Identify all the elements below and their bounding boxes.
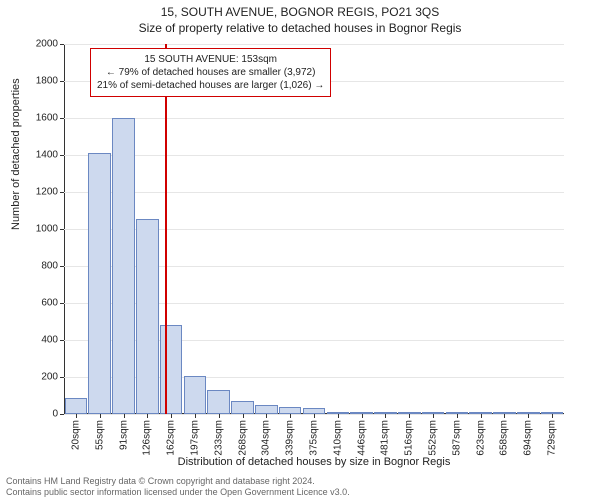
y-tick-mark xyxy=(60,414,64,415)
x-tick-mark xyxy=(314,414,315,418)
x-tick-label: 587sqm xyxy=(451,420,462,456)
y-tick-mark xyxy=(60,81,64,82)
x-tick-mark xyxy=(481,414,482,418)
x-tick-mark xyxy=(147,414,148,418)
annotation-line3: 21% of semi-detached houses are larger (… xyxy=(97,79,324,92)
x-tick-mark xyxy=(552,414,553,418)
y-tick-mark xyxy=(60,192,64,193)
x-tick-mark xyxy=(433,414,434,418)
y-tick-mark xyxy=(60,340,64,341)
x-tick-mark xyxy=(76,414,77,418)
y-axis-label: Number of detached properties xyxy=(10,78,22,230)
attribution-line2: Contains public sector information licen… xyxy=(6,487,594,498)
chart-title: 15, SOUTH AVENUE, BOGNOR REGIS, PO21 3QS… xyxy=(0,0,600,36)
grid-line xyxy=(64,118,564,119)
x-tick-label: 552sqm xyxy=(428,420,439,456)
histogram-bar xyxy=(112,118,135,414)
x-tick-mark xyxy=(266,414,267,418)
x-tick-label: 410sqm xyxy=(332,420,343,456)
annotation-line2: ← 79% of detached houses are smaller (3,… xyxy=(97,66,324,79)
x-tick-label: 197sqm xyxy=(189,420,200,456)
y-tick-mark xyxy=(60,303,64,304)
title-line1: 15, SOUTH AVENUE, BOGNOR REGIS, PO21 3QS xyxy=(0,4,600,20)
x-tick-mark xyxy=(243,414,244,418)
grid-line xyxy=(64,192,564,193)
attribution-line1: Contains HM Land Registry data © Crown c… xyxy=(6,476,594,487)
y-tick-label: 2000 xyxy=(24,39,58,50)
y-tick-label: 0 xyxy=(24,409,58,420)
x-tick-label: 729sqm xyxy=(547,420,558,456)
y-tick-label: 1800 xyxy=(24,76,58,87)
attribution: Contains HM Land Registry data © Crown c… xyxy=(6,476,594,499)
y-tick-label: 1200 xyxy=(24,187,58,198)
x-tick-label: 446sqm xyxy=(356,420,367,456)
histogram-bar xyxy=(88,153,111,414)
y-tick-mark xyxy=(60,266,64,267)
histogram-bar xyxy=(207,390,230,414)
x-tick-label: 623sqm xyxy=(475,420,486,456)
y-tick-mark xyxy=(60,44,64,45)
x-tick-mark xyxy=(504,414,505,418)
y-tick-mark xyxy=(60,155,64,156)
y-tick-label: 1600 xyxy=(24,113,58,124)
x-tick-label: 162sqm xyxy=(166,420,177,456)
x-tick-mark xyxy=(457,414,458,418)
grid-line xyxy=(64,44,564,45)
y-tick-mark xyxy=(60,118,64,119)
x-tick-label: 694sqm xyxy=(523,420,534,456)
x-tick-label: 339sqm xyxy=(285,420,296,456)
title-line2: Size of property relative to detached ho… xyxy=(0,20,600,36)
x-tick-label: 91sqm xyxy=(118,420,129,450)
property-size-chart: 15, SOUTH AVENUE, BOGNOR REGIS, PO21 3QS… xyxy=(0,0,600,500)
histogram-bar xyxy=(184,376,207,414)
x-tick-label: 20sqm xyxy=(70,420,81,450)
x-tick-mark xyxy=(124,414,125,418)
x-tick-mark xyxy=(338,414,339,418)
annotation-box: 15 SOUTH AVENUE: 153sqm← 79% of detached… xyxy=(90,48,331,97)
y-tick-label: 1400 xyxy=(24,150,58,161)
x-tick-label: 375sqm xyxy=(309,420,320,456)
x-axis-label: Distribution of detached houses by size … xyxy=(64,456,564,468)
x-tick-label: 304sqm xyxy=(261,420,272,456)
x-tick-label: 233sqm xyxy=(213,420,224,456)
x-tick-mark xyxy=(171,414,172,418)
x-tick-mark xyxy=(528,414,529,418)
x-tick-mark xyxy=(219,414,220,418)
y-tick-label: 600 xyxy=(24,298,58,309)
x-tick-label: 481sqm xyxy=(380,420,391,456)
y-tick-label: 400 xyxy=(24,335,58,346)
histogram-bar xyxy=(136,219,159,414)
histogram-bar xyxy=(160,325,183,414)
y-tick-label: 1000 xyxy=(24,224,58,235)
reference-line xyxy=(165,44,167,414)
histogram-bar xyxy=(231,401,254,414)
y-tick-label: 800 xyxy=(24,261,58,272)
plot-area: 020040060080010001200140016001800200020s… xyxy=(64,44,564,414)
x-tick-mark xyxy=(290,414,291,418)
histogram-bar xyxy=(279,407,302,414)
x-tick-mark xyxy=(385,414,386,418)
histogram-bar xyxy=(255,405,278,414)
y-tick-mark xyxy=(60,229,64,230)
x-tick-mark xyxy=(100,414,101,418)
x-tick-label: 268sqm xyxy=(237,420,248,456)
x-tick-label: 55sqm xyxy=(94,420,105,450)
y-tick-mark xyxy=(60,377,64,378)
annotation-line1: 15 SOUTH AVENUE: 153sqm xyxy=(97,53,324,66)
x-tick-mark xyxy=(362,414,363,418)
y-tick-label: 200 xyxy=(24,372,58,383)
histogram-bar xyxy=(65,398,88,414)
x-tick-mark xyxy=(409,414,410,418)
x-tick-label: 516sqm xyxy=(404,420,415,456)
x-tick-label: 126sqm xyxy=(142,420,153,456)
x-tick-label: 658sqm xyxy=(499,420,510,456)
grid-line xyxy=(64,155,564,156)
x-tick-mark xyxy=(195,414,196,418)
